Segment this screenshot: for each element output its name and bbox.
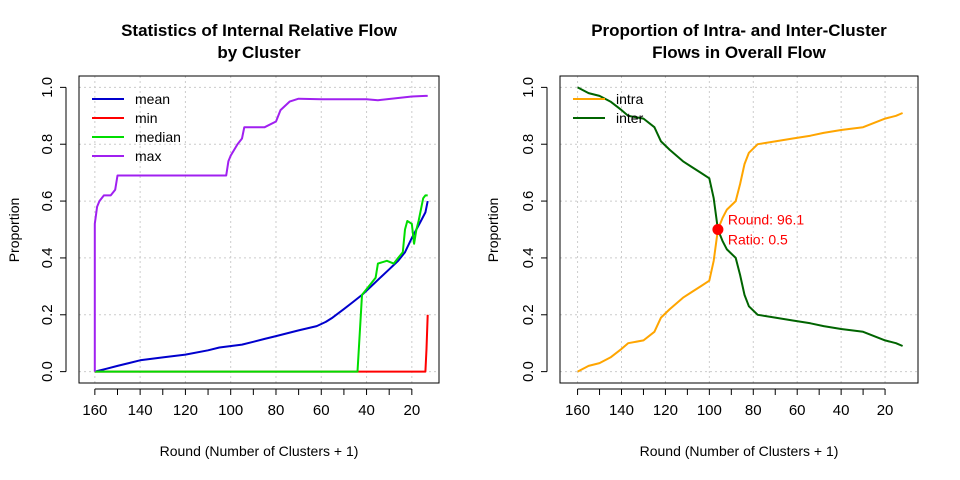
legend: intra inter <box>573 91 644 126</box>
series-line-min <box>94 314 429 373</box>
legend-label-inter: inter <box>616 110 644 126</box>
series-line-mean <box>94 200 429 373</box>
x-tick-label: 80 <box>268 402 285 419</box>
x-tick-label: 100 <box>697 402 722 419</box>
x-tick-label: 120 <box>653 402 678 419</box>
y-tick-label: 0.0 <box>520 361 537 382</box>
x-tick-label: 80 <box>745 402 762 419</box>
legend: mean min median max <box>92 91 181 164</box>
series-line-median <box>94 194 428 373</box>
legend-label-median: median <box>135 129 181 145</box>
y-axis-label: Proportion <box>485 198 501 263</box>
x-tick-label: 160 <box>82 402 107 419</box>
x-tick-label: 20 <box>877 402 894 419</box>
x-tick-label: 140 <box>609 402 634 419</box>
highlight-group: Round: 96.1 Ratio: 0.5 <box>712 212 804 248</box>
x-tick-label: 100 <box>218 402 243 419</box>
series-line-max <box>93 94 428 372</box>
y-tick-label: 0.6 <box>520 191 537 212</box>
annotation-round: Round: 96.1 <box>728 212 804 228</box>
x-axis-label: Round (Number of Clusters + 1) <box>160 443 359 459</box>
x-tick-label: 140 <box>128 402 153 419</box>
y-tick-label: 0.8 <box>39 134 56 155</box>
series-line-intra <box>577 112 903 373</box>
x-axis-label: Round (Number of Clusters + 1) <box>640 443 839 459</box>
axes: 160 140 120 100 80 60 40 20 0.0 0.2 0.4 0.6 0.8 1.0 <box>520 75 919 419</box>
y-tick-label: 0.4 <box>520 247 537 268</box>
y-tick-label: 0.6 <box>39 191 56 212</box>
chart-title-line-2: Flows in Overall Flow <box>652 43 827 62</box>
plot-frame <box>559 75 919 384</box>
y-axis-label: Proportion <box>6 198 22 263</box>
x-tick-label: 40 <box>833 402 850 419</box>
chart-title-line-1: Statistics of Internal Relative Flow <box>121 21 398 40</box>
x-tick-label: 60 <box>313 402 330 419</box>
axes: 160 140 120 100 80 60 40 20 0.0 0.2 0.4 0.6 0.8 1.0 <box>39 75 440 419</box>
series-line-inter <box>577 86 903 347</box>
grid <box>560 76 918 383</box>
grid <box>79 76 439 383</box>
y-tick-label: 0.2 <box>520 304 537 325</box>
intersection-point <box>712 224 724 235</box>
x-tick-label: 120 <box>173 402 198 419</box>
chart-title-line-1: Proportion of Intra- and Inter-Cluster <box>591 21 887 40</box>
x-tick-label: 60 <box>789 402 806 419</box>
series-group <box>577 86 903 373</box>
x-tick-label: 160 <box>565 402 590 419</box>
y-tick-label: 0.0 <box>39 361 56 382</box>
legend-label-mean: mean <box>135 91 170 107</box>
annotation-ratio: Ratio: 0.5 <box>728 232 788 248</box>
chart-title-line-2: by Cluster <box>217 43 301 62</box>
x-tick-label: 40 <box>358 402 375 419</box>
plot-frame <box>78 75 440 384</box>
panel-intra-inter-proportion: Proportion of Intra- and Inter-Cluster F… <box>485 21 919 459</box>
y-tick-label: 0.8 <box>520 134 537 155</box>
panel-internal-relative-flow: Statistics of Internal Relative Flow by … <box>6 21 440 459</box>
legend-label-intra: intra <box>616 91 643 107</box>
y-tick-label: 1.0 <box>39 77 56 98</box>
y-tick-label: 1.0 <box>520 77 537 98</box>
series-group <box>93 94 429 373</box>
y-tick-label: 0.4 <box>39 247 56 268</box>
legend-label-min: min <box>135 110 158 126</box>
x-tick-label: 20 <box>403 402 420 419</box>
legend-label-max: max <box>135 148 161 164</box>
y-tick-label: 0.2 <box>39 304 56 325</box>
